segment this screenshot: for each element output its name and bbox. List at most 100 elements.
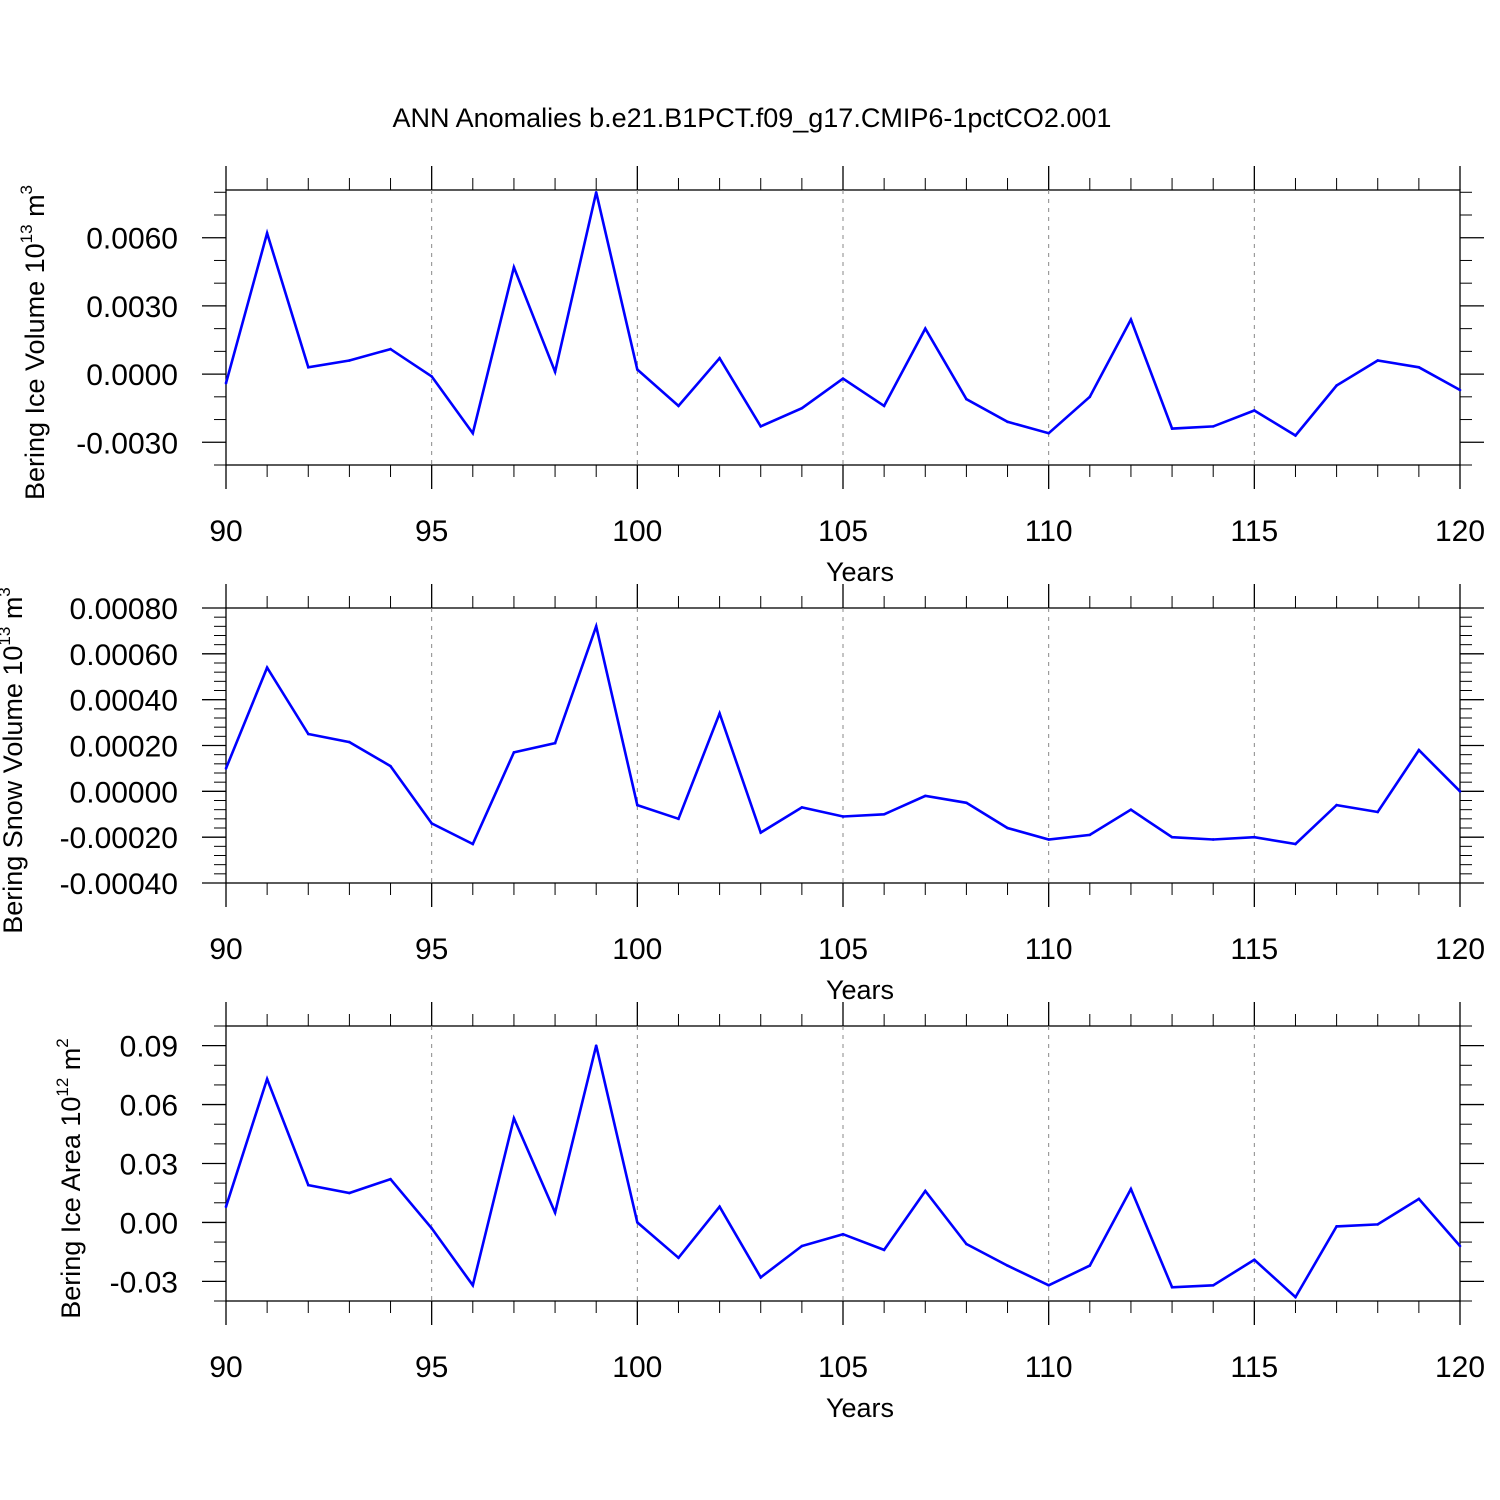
data-point xyxy=(594,1044,598,1047)
data-point xyxy=(348,1191,351,1195)
data-point xyxy=(1129,1187,1133,1191)
chart-panel-1: 90 95 100 105 110 115 120 -0.0030 0.0000 0.0030 0.… xyxy=(17,166,1485,587)
data-point xyxy=(224,381,228,385)
data-point xyxy=(636,803,639,807)
data-point xyxy=(1417,1197,1421,1201)
y-tick-label: -0.00040 xyxy=(60,868,178,901)
data-point xyxy=(1253,835,1256,839)
data-point xyxy=(553,741,557,745)
data-point xyxy=(800,406,804,410)
data-point xyxy=(512,751,516,754)
y-tick-label: -0.00020 xyxy=(60,822,178,855)
data-point xyxy=(1294,842,1297,846)
data-point xyxy=(1335,384,1338,387)
data-point xyxy=(1211,425,1215,428)
data-point xyxy=(882,812,886,816)
panels: 90 95 100 105 110 115 120 -0.0030 0.0000 0.0030 0.… xyxy=(0,166,1485,1423)
data-point xyxy=(1047,431,1050,435)
x-tick-label: 90 xyxy=(209,515,242,548)
y-tick-label: 0.0000 xyxy=(86,359,178,392)
data-point xyxy=(1088,1264,1092,1267)
data-point xyxy=(759,831,763,834)
data-point xyxy=(512,1117,516,1120)
data-point xyxy=(923,794,927,798)
data-point xyxy=(265,666,269,669)
data-point xyxy=(759,425,763,428)
data-point xyxy=(348,359,351,362)
data-point xyxy=(718,356,721,360)
data-point xyxy=(677,404,680,408)
data-point xyxy=(1417,365,1421,369)
data-point xyxy=(841,1232,845,1236)
data-point xyxy=(1253,1258,1256,1262)
y-tick-label: 0.00000 xyxy=(70,776,178,809)
data-point xyxy=(553,370,557,374)
x-tick-label: 105 xyxy=(818,933,868,966)
data-point xyxy=(348,740,351,744)
data-point xyxy=(1006,420,1009,424)
data-point xyxy=(1088,833,1092,837)
data-point xyxy=(471,842,475,846)
data-point xyxy=(1294,434,1297,437)
y-tick-label: 0.00 xyxy=(120,1207,178,1240)
data-point xyxy=(636,1221,639,1224)
data-point xyxy=(430,1227,433,1230)
y-tick-label: 0.00040 xyxy=(70,685,178,718)
data-point xyxy=(1047,838,1050,841)
data-point xyxy=(224,767,228,770)
data-point xyxy=(430,822,433,825)
y-axis-label: Bering Snow Volume 1013 m3 xyxy=(0,587,28,934)
x-tick-label: 95 xyxy=(415,933,448,966)
x-tick-label: 90 xyxy=(209,1351,242,1384)
data-point xyxy=(1458,790,1462,793)
x-tick-label: 115 xyxy=(1230,933,1278,966)
y-tick-label: 0.0060 xyxy=(86,223,178,256)
data-point xyxy=(306,1183,310,1187)
data-point xyxy=(965,801,968,805)
y-tick-label: 0.00020 xyxy=(70,731,178,764)
data-point xyxy=(1376,359,1380,362)
data-point xyxy=(471,1283,475,1287)
data-point xyxy=(1170,1285,1174,1289)
y-tick-label: -0.03 xyxy=(110,1266,178,1299)
x-tick-label: 115 xyxy=(1230,1351,1278,1384)
data-point xyxy=(430,375,433,378)
data-point xyxy=(1129,318,1133,321)
figure-title: ANN Anomalies b.e21.B1PCT.f09_g17.CMIP6-… xyxy=(393,103,1112,133)
y-tick-label: 0.0030 xyxy=(86,291,178,324)
x-tick-label: 110 xyxy=(1025,515,1073,548)
y-tick-label: -0.0030 xyxy=(76,427,178,460)
y-tick-label: 0.09 xyxy=(120,1031,178,1064)
chart-panel-2: 90 95 100 105 110 115 120 -0.00040 -0.00020 0.000… xyxy=(0,584,1485,1005)
data-point xyxy=(471,431,475,435)
data-point xyxy=(1006,826,1009,830)
data-point xyxy=(1417,748,1421,752)
data-point xyxy=(1211,1283,1215,1287)
data-point xyxy=(965,397,968,401)
data-point xyxy=(718,1205,721,1209)
y-tick-label: 0.03 xyxy=(120,1149,178,1182)
data-point xyxy=(923,327,927,330)
data-point xyxy=(759,1276,763,1279)
data-point xyxy=(389,347,392,351)
data-point xyxy=(800,806,804,809)
x-tick-label: 90 xyxy=(209,933,242,966)
x-axis-label: Years xyxy=(826,975,894,1005)
data-point xyxy=(553,1211,557,1214)
data-point xyxy=(882,404,886,408)
data-point xyxy=(800,1244,804,1248)
data-point xyxy=(512,265,516,269)
x-tick-label: 100 xyxy=(612,515,662,548)
data-point xyxy=(841,377,845,380)
data-point xyxy=(265,1077,269,1081)
data-point xyxy=(1335,1225,1338,1228)
data-point xyxy=(1458,388,1462,392)
data-point xyxy=(882,1248,886,1252)
x-axis-label: Years xyxy=(826,1393,894,1423)
x-tick-label: 95 xyxy=(415,1351,448,1384)
data-point xyxy=(1376,810,1380,814)
data-point xyxy=(1253,409,1256,412)
data-point xyxy=(1047,1283,1050,1287)
data-point xyxy=(1170,427,1174,430)
